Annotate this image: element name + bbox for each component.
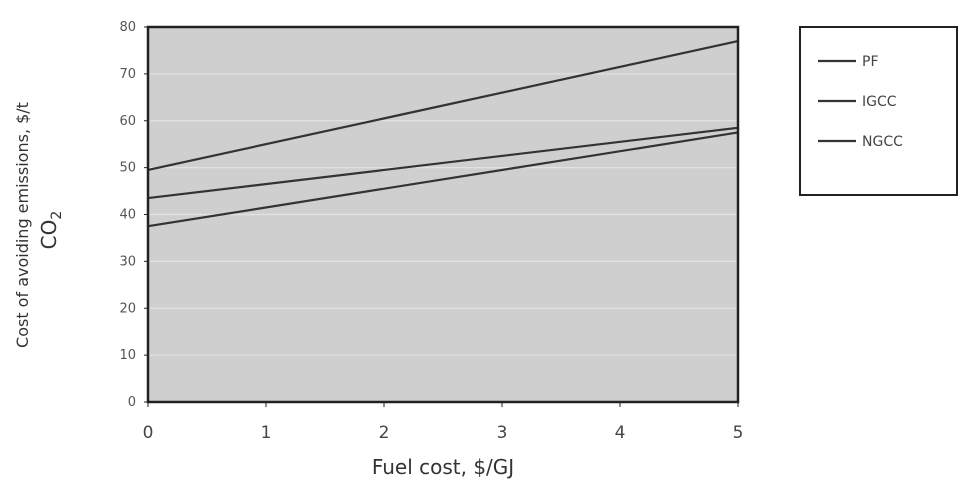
y-axis-title-line1: Cost of avoiding emissions, $/t xyxy=(13,102,32,348)
series-line-igcc xyxy=(147,126,739,200)
legend-items: PF IGCC NGCC xyxy=(818,54,903,150)
y-tick-label: 20 xyxy=(119,301,136,316)
series-line-ngcc xyxy=(147,131,739,228)
y-tick-label: 0 xyxy=(128,395,136,410)
y-axis-ticks: 0 10 20 30 40 50 60 70 80 xyxy=(119,20,148,410)
y-axis-title-line2: CO2 xyxy=(37,211,65,250)
legend-label: PF xyxy=(862,54,879,70)
legend: PF IGCC NGCC xyxy=(799,26,958,196)
x-tick-label: 0 xyxy=(143,423,154,443)
y-tick-label: 30 xyxy=(119,254,136,269)
series-lines xyxy=(147,39,739,228)
series-line-pf xyxy=(147,39,739,172)
y-tick-label: 60 xyxy=(119,114,136,129)
y-tick-label: 80 xyxy=(119,20,136,35)
x-tick-label: 3 xyxy=(497,423,508,443)
legend-label: NGCC xyxy=(862,134,903,150)
y-axis-title-co: CO xyxy=(37,220,61,250)
legend-label: IGCC xyxy=(862,94,897,110)
y-tick-label: 40 xyxy=(119,208,136,223)
x-tick-label: 2 xyxy=(379,423,390,443)
legend-box xyxy=(799,26,958,196)
y-tick-label: 10 xyxy=(119,348,136,363)
y-tick-label: 70 xyxy=(119,67,136,82)
y-axis-title-subscript: 2 xyxy=(49,211,65,220)
x-axis-title: Fuel cost, $/GJ xyxy=(372,455,514,479)
gridlines xyxy=(148,73,738,356)
x-axis-ticks: 0 1 2 3 4 5 xyxy=(143,402,744,443)
x-tick-label: 5 xyxy=(733,423,744,443)
x-tick-label: 4 xyxy=(615,423,626,443)
x-tick-label: 1 xyxy=(261,423,272,443)
y-tick-label: 50 xyxy=(119,161,136,176)
